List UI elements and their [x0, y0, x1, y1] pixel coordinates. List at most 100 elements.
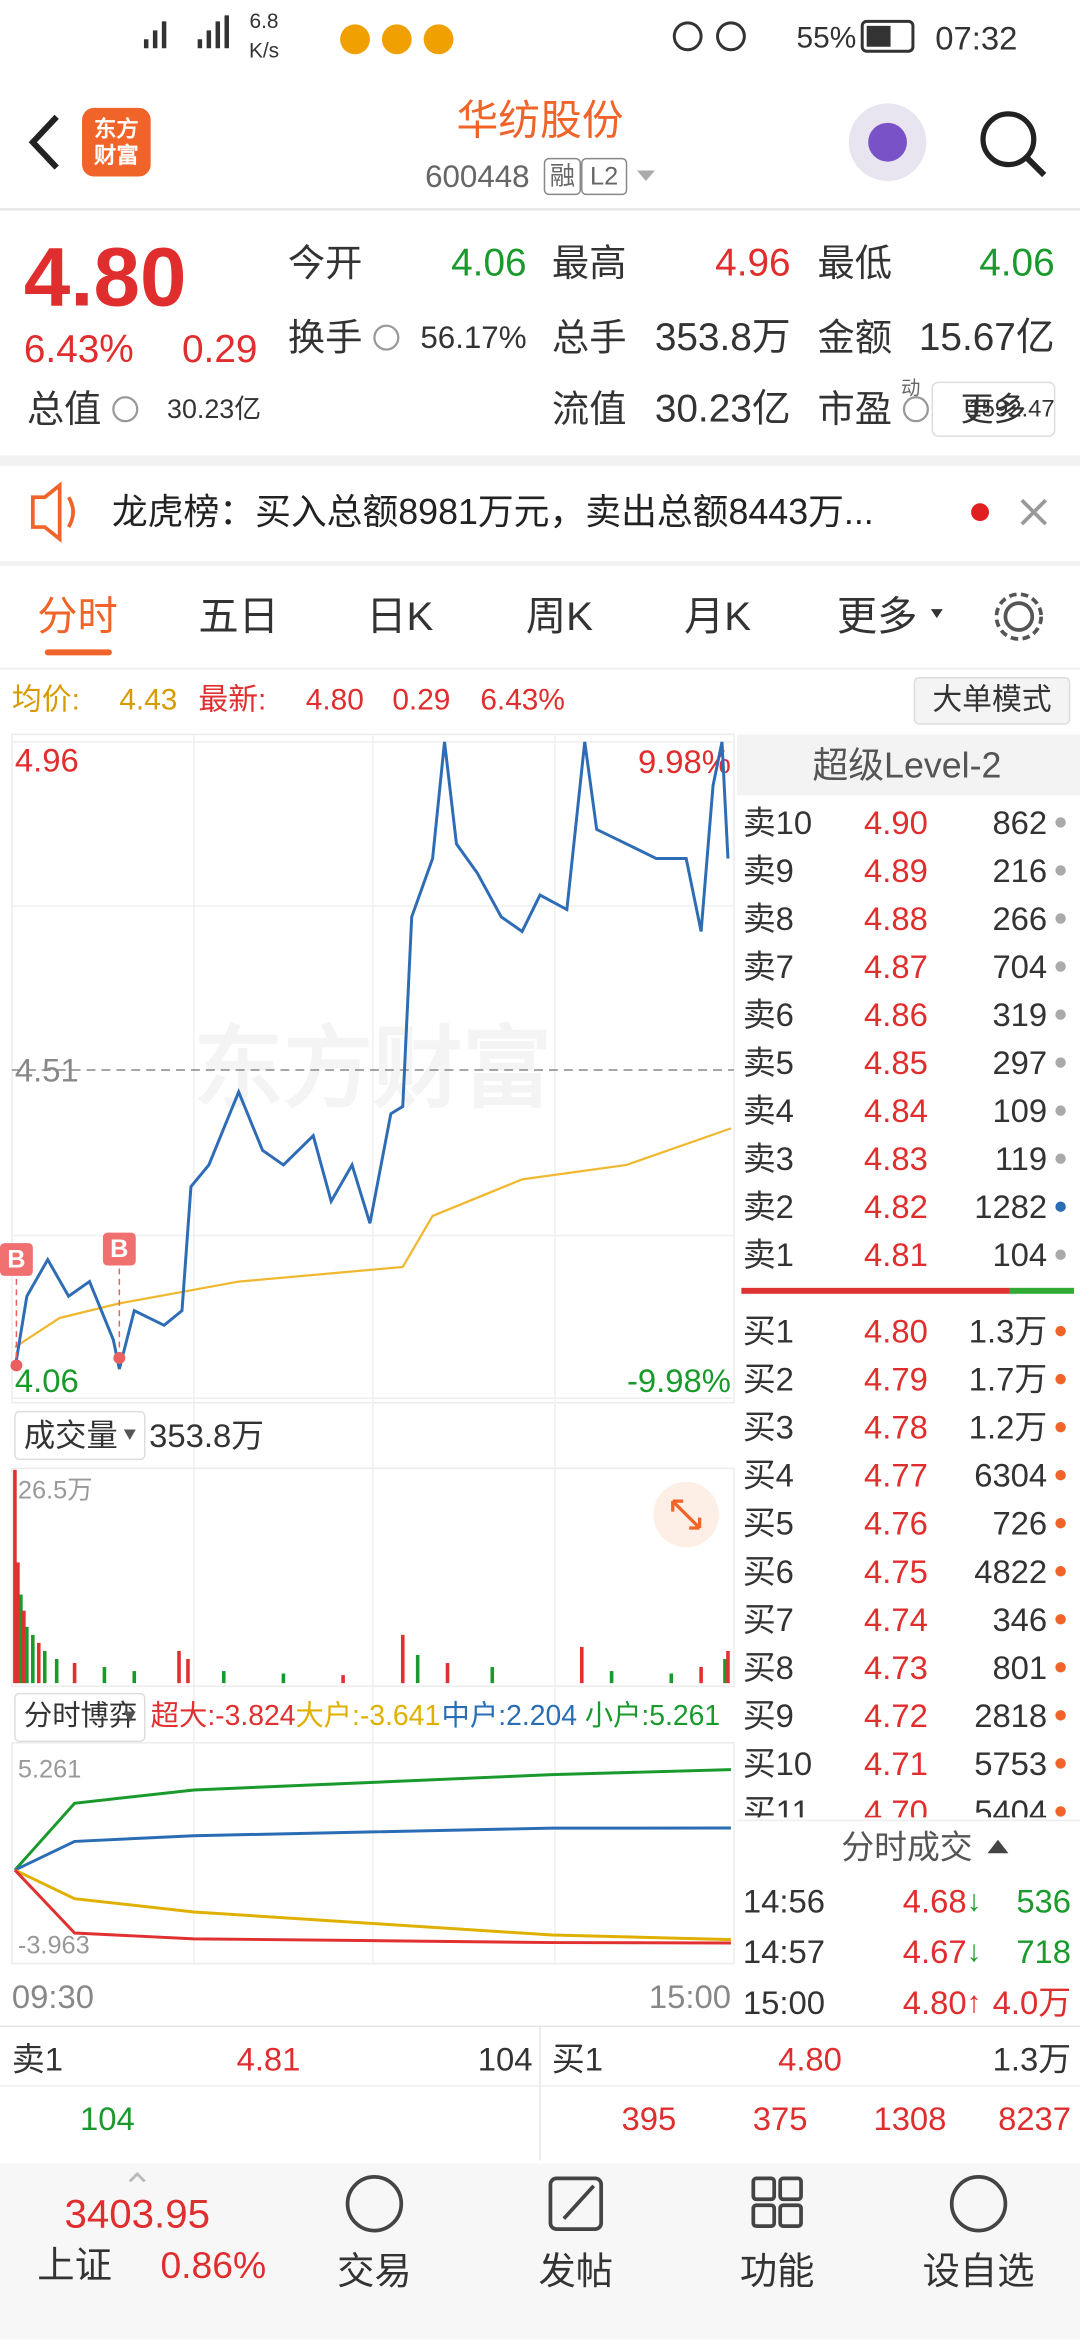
volume-selector[interactable] [14, 1410, 146, 1461]
order-level: 买11 [743, 1793, 810, 1830]
order-price: 4.83 [864, 1140, 928, 1177]
nav-item[interactable]: 设自选 [923, 2250, 1035, 2292]
order-price: 4.71 [864, 1745, 928, 1782]
order-price: 4.88 [864, 900, 928, 937]
stat-label: 市盈 [817, 388, 892, 430]
volume-bar [54, 1659, 59, 1684]
order-volume: 726 [992, 1505, 1047, 1542]
order-volume: 297 [992, 1044, 1047, 1081]
clock: 07:32 [935, 19, 1017, 56]
volume-bar [579, 1646, 584, 1684]
order-dot [1055, 1710, 1066, 1721]
order-volume: 704 [992, 948, 1047, 985]
back-button[interactable] [28, 114, 59, 170]
chart-tab[interactable]: 日K [366, 594, 433, 639]
volume-bar [415, 1654, 420, 1684]
order-level: 买5 [743, 1505, 794, 1542]
flow-selector[interactable] [14, 1692, 146, 1743]
order-price: 4.75 [864, 1553, 928, 1590]
stat-label: 最低 [817, 242, 892, 284]
chart-tab[interactable]: 更多 [837, 594, 918, 639]
stock-tag [581, 157, 628, 196]
close-notice[interactable] [1020, 498, 1048, 526]
more-button[interactable] [931, 381, 1056, 437]
trade-volume: 4.0万 [993, 1984, 1071, 2021]
search-icon[interactable] [980, 111, 1037, 168]
chart-tab[interactable]: 月K [684, 594, 751, 639]
order-price: 4.89 [864, 852, 928, 889]
order-dot [1055, 865, 1066, 876]
order-price: 4.84 [864, 1092, 928, 1129]
network-speed: K/s [249, 40, 279, 63]
index-expand[interactable] [128, 2171, 146, 2183]
order-volume: 5753 [974, 1745, 1047, 1782]
bid-order: 375 [753, 2100, 808, 2137]
avg-price-line [14, 1127, 732, 1349]
order-dot [1055, 1662, 1066, 1673]
order-level: 卖5 [743, 1044, 794, 1081]
stat-label: 流值 [552, 388, 627, 430]
last-label: 最新: [198, 684, 266, 717]
trades-toggle[interactable] [987, 1839, 1009, 1854]
avg-label: 均价: [12, 684, 80, 717]
index-change: 0.86% [160, 2244, 266, 2286]
order-dot [1055, 1325, 1066, 1337]
volume-bar [25, 1626, 29, 1684]
index-value: 3403.95 [64, 2192, 210, 2237]
stat-value: 15.67亿 [919, 316, 1055, 359]
nav-item[interactable]: 发帖 [539, 2250, 614, 2292]
bottom-ask-price: 4.81 [237, 2041, 301, 2078]
network-speed: 6.8 [250, 10, 279, 33]
volume-bar [281, 1673, 286, 1684]
chart-tab[interactable]: 分时 [37, 594, 118, 639]
battery-level [866, 25, 891, 47]
volume-bar [490, 1667, 495, 1684]
order-balance-ask [741, 1287, 1010, 1294]
volume-bar [221, 1671, 226, 1684]
order-level: 卖6 [743, 996, 794, 1033]
nav-item[interactable]: 功能 [740, 2250, 815, 2292]
stat-value: 4.96 [715, 242, 790, 285]
stat-superscript: 动 [901, 377, 920, 399]
bid-order: 395 [622, 2100, 677, 2137]
chart-tab[interactable]: 周K [526, 594, 593, 639]
order-level: 卖4 [743, 1092, 794, 1129]
divider [0, 455, 1080, 466]
settings-icon[interactable] [1003, 601, 1035, 632]
trade-volume: 536 [1016, 1882, 1071, 1919]
order-dot [1055, 1518, 1066, 1529]
order-price: 4.79 [864, 1361, 928, 1398]
order-price: 4.77 [864, 1457, 928, 1494]
order-level: 买3 [743, 1409, 794, 1446]
trade-marker-text: B [110, 1235, 128, 1263]
last-price: 4.80 [24, 229, 187, 323]
stat-value: 56.17% [420, 320, 526, 355]
order-dot [1055, 1057, 1066, 1068]
code-dropdown[interactable] [636, 170, 655, 181]
stat-label: 总手 [552, 317, 627, 359]
stat-value: 4.06 [451, 242, 526, 285]
volume-bar [177, 1650, 181, 1684]
volume-bar [445, 1663, 450, 1684]
last-change: 0.29 [392, 684, 450, 717]
volume-bar [72, 1663, 77, 1684]
order-dot [1055, 1469, 1066, 1481]
order-price: 4.78 [864, 1409, 928, 1446]
index-name: 上证 [37, 2244, 112, 2286]
stat-value: 4.06 [979, 242, 1054, 285]
volume-bar [16, 1562, 20, 1684]
volume-bar [31, 1634, 35, 1684]
flow-panel [11, 1742, 735, 1965]
flow-line [13, 1869, 731, 1945]
trades-title: 分时成交 [841, 1829, 972, 1866]
unread-dot [971, 503, 990, 522]
order-volume: 266 [992, 900, 1047, 937]
order-level: 卖8 [743, 900, 794, 937]
chart-tab[interactable]: 五日 [198, 594, 279, 639]
nav-item[interactable]: 交易 [337, 2250, 412, 2292]
order-price: 4.87 [864, 948, 928, 985]
mode-button[interactable] [913, 676, 1071, 725]
